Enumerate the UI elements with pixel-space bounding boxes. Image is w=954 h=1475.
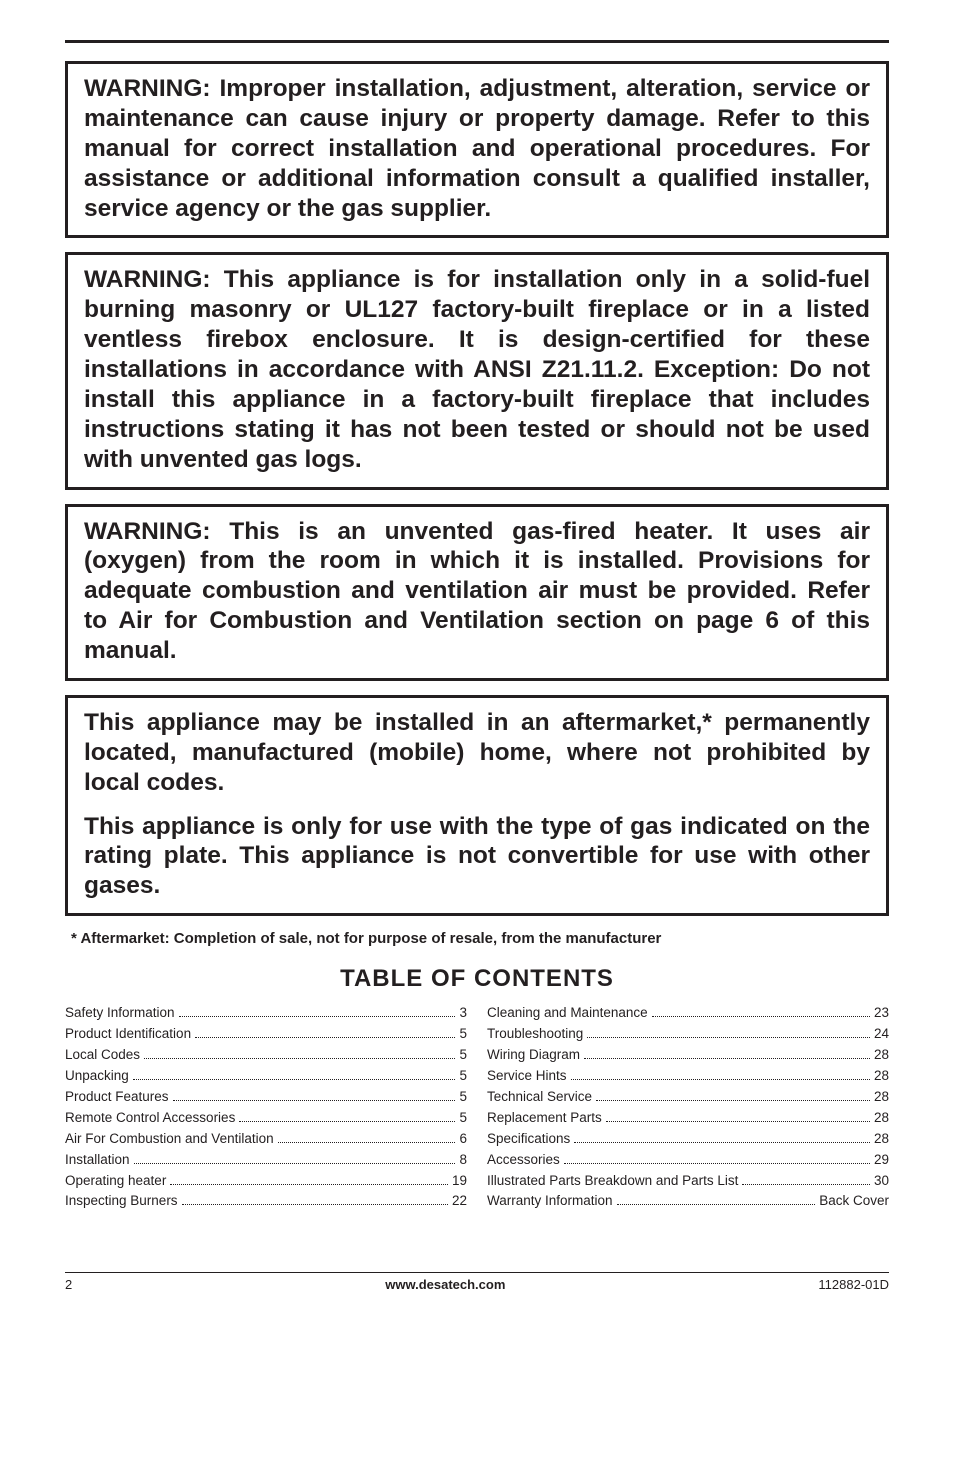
toc-leader [652,1016,870,1017]
footer-url: www.desatech.com [385,1277,505,1292]
toc-row: Safety Information 3 [65,1003,467,1024]
toc-leader [170,1184,448,1185]
toc-label: Cleaning and Maintenance [487,1003,648,1024]
toc-row: Accessories 29 [487,1150,889,1171]
toc-label: Product Features [65,1087,169,1108]
warning-box-4: This appliance may be installed in an af… [65,695,889,916]
toc-row: Service Hints 28 [487,1066,889,1087]
toc-row: Specifications 28 [487,1129,889,1150]
toc-label: Inspecting Burners [65,1191,178,1212]
toc-label: Warranty Information [487,1191,613,1212]
toc-label: Accessories [487,1150,560,1171]
toc-row: Replacement Parts 28 [487,1108,889,1129]
toc-row: Troubleshooting 24 [487,1024,889,1045]
toc-label: Safety Information [65,1003,175,1024]
toc-label: Technical Service [487,1087,592,1108]
toc-row: Installation 8 [65,1150,467,1171]
toc-leader [574,1142,870,1143]
warning-4-text-p1: This appliance may be installed in an af… [84,708,870,798]
toc-leader [133,1079,456,1080]
toc-leader [182,1204,448,1205]
warning-box-1: WARNING: Improper installation, adjustme… [65,61,889,238]
toc-row: Product Features 5 [65,1087,467,1108]
toc-row: Technical Service 28 [487,1087,889,1108]
toc-page: Back Cover [819,1191,889,1212]
toc-label: Service Hints [487,1066,567,1087]
toc-label: Local Codes [65,1045,140,1066]
toc-row: Cleaning and Maintenance 23 [487,1003,889,1024]
toc-label: Illustrated Parts Breakdown and Parts Li… [487,1171,738,1192]
table-of-contents: Safety Information 3 Product Identificati… [65,1003,889,1212]
toc-row: Wiring Diagram 28 [487,1045,889,1066]
warning-1-text: WARNING: Improper installation, adjustme… [84,74,870,223]
toc-leader [278,1142,456,1143]
toc-page: 28 [874,1087,889,1108]
footer-doc-number: 112882-01D [818,1277,889,1292]
warning-box-3: WARNING: This is an unvented gas-fired h… [65,504,889,681]
warning-4-text-p2: This appliance is only for use with the … [84,812,870,902]
toc-page: 5 [459,1024,467,1045]
toc-leader [179,1016,456,1017]
toc-row: Local Codes 5 [65,1045,467,1066]
toc-page: 5 [459,1108,467,1129]
toc-label: Troubleshooting [487,1024,583,1045]
toc-page: 28 [874,1129,889,1150]
toc-leader [239,1121,455,1122]
footer-page-number: 2 [65,1277,72,1292]
toc-page: 29 [874,1150,889,1171]
toc-page: 22 [452,1191,467,1212]
toc-leader [596,1100,870,1101]
toc-page: 24 [874,1024,889,1045]
toc-page: 3 [459,1003,467,1024]
toc-label: Operating heater [65,1171,166,1192]
toc-leader [564,1163,870,1164]
toc-row: Product Identification 5 [65,1024,467,1045]
toc-row: Illustrated Parts Breakdown and Parts Li… [487,1171,889,1192]
toc-label: Product Identification [65,1024,191,1045]
toc-page: 28 [874,1108,889,1129]
toc-leader [742,1184,870,1185]
warning-2-text: WARNING: This appliance is for installat… [84,265,870,474]
toc-label: Remote Control Accessories [65,1108,235,1129]
toc-page: 19 [452,1171,467,1192]
toc-page: 23 [874,1003,889,1024]
toc-page: 6 [459,1129,467,1150]
toc-page: 5 [459,1045,467,1066]
toc-leader [195,1037,455,1038]
toc-page: 28 [874,1066,889,1087]
toc-row: Unpacking 5 [65,1066,467,1087]
toc-right-column: Cleaning and Maintenance 23 Troubleshooti… [487,1003,889,1212]
toc-page: 28 [874,1045,889,1066]
toc-leader [144,1058,455,1059]
toc-label: Replacement Parts [487,1108,602,1129]
toc-label: Unpacking [65,1066,129,1087]
toc-left-column: Safety Information 3 Product Identificati… [65,1003,467,1212]
toc-page: 5 [459,1066,467,1087]
toc-row: Remote Control Accessories 5 [65,1108,467,1129]
toc-leader [587,1037,870,1038]
toc-leader [617,1204,816,1205]
toc-row: Air For Combustion and Ventilation 6 [65,1129,467,1150]
toc-leader [606,1121,870,1122]
top-rule [65,40,889,43]
toc-leader [584,1058,870,1059]
toc-page: 30 [874,1171,889,1192]
warning-3-text: WARNING: This is an unvented gas-fired h… [84,517,870,666]
toc-label: Air For Combustion and Ventilation [65,1129,274,1150]
toc-page: 5 [459,1087,467,1108]
toc-label: Wiring Diagram [487,1045,580,1066]
toc-heading: TABLE OF CONTENTS [65,965,889,993]
page-footer: 2 www.desatech.com 112882-01D [65,1272,889,1292]
toc-row: Operating heater 19 [65,1171,467,1192]
toc-leader [173,1100,456,1101]
toc-page: 8 [459,1150,467,1171]
aftermarket-footnote: * Aftermarket: Completion of sale, not f… [71,930,889,947]
toc-label: Installation [65,1150,130,1171]
toc-leader [134,1163,456,1164]
toc-label: Specifications [487,1129,570,1150]
toc-row: Inspecting Burners 22 [65,1191,467,1212]
warning-box-2: WARNING: This appliance is for installat… [65,252,889,489]
toc-row: Warranty Information Back Cover [487,1191,889,1212]
toc-leader [571,1079,870,1080]
